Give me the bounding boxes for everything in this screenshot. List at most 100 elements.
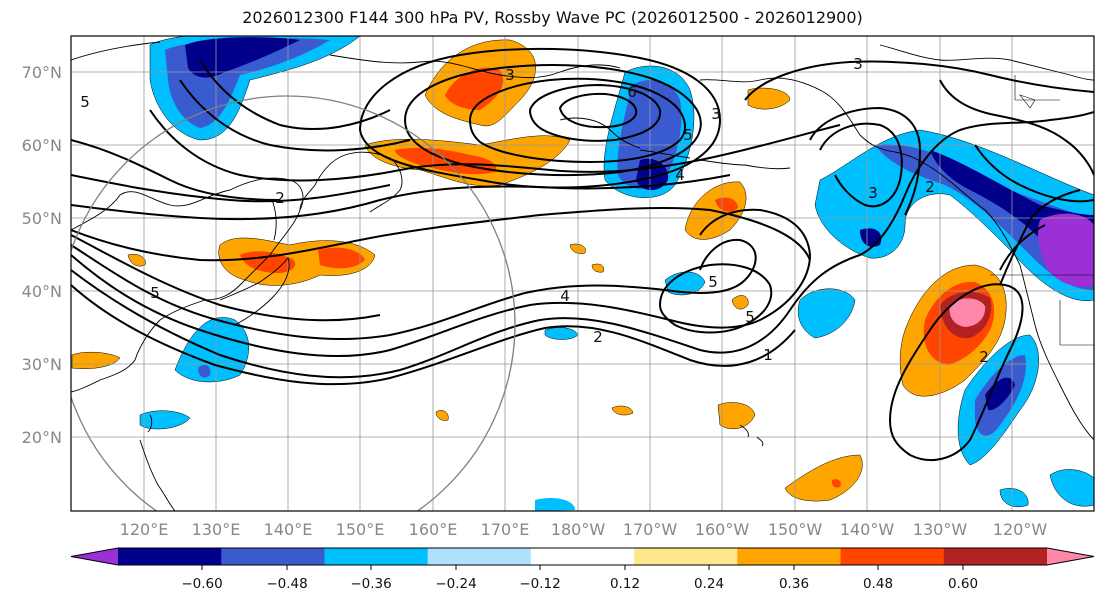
pv-contour-ak-3 bbox=[819, 122, 903, 208]
pv-contour-10 bbox=[149, 109, 841, 182]
lon-label: 120°W bbox=[993, 520, 1048, 539]
pv-contour-ak-5 bbox=[974, 144, 1094, 203]
contour-label: 5 bbox=[708, 273, 718, 291]
colorbar-segment bbox=[427, 548, 532, 565]
contour-label: 6 bbox=[627, 83, 637, 101]
pv-contour-6 bbox=[71, 206, 811, 262]
colorbar-tick-label: 0.24 bbox=[694, 576, 724, 592]
asia-coast bbox=[71, 177, 304, 393]
lon-label: 130°W bbox=[913, 520, 968, 539]
pv-contour-east-3 bbox=[999, 224, 1046, 271]
colorbar-tick-labels: −0.60 −0.48 −0.36 −0.24 −0.12 0.12 0.24 … bbox=[181, 576, 978, 592]
analysis-circle bbox=[71, 95, 516, 511]
colorbar-ticks bbox=[201, 565, 964, 570]
colorbar-segment bbox=[118, 548, 222, 565]
colorbar-tick-label: 0.60 bbox=[948, 576, 978, 592]
lon-label: 150°E bbox=[336, 520, 385, 539]
pv-contour-east-2 bbox=[999, 189, 1081, 286]
contour-labels: 5 2 3 5 6 3 5 4 3 3 4 2 5 5 1 2 2 bbox=[80, 55, 989, 366]
colorbar-tick-label: −0.60 bbox=[181, 576, 222, 592]
colorbar-segment bbox=[530, 548, 635, 565]
colorbar-tick-label: −0.48 bbox=[266, 576, 307, 592]
contour-label: 3 bbox=[853, 55, 863, 73]
colorbar-tick-label: 0.12 bbox=[610, 576, 640, 592]
colorbar-segment bbox=[634, 548, 738, 565]
pv-contour-3 bbox=[71, 238, 757, 340]
map-title: 2026012300 F144 300 hPa PV, Rossby Wave … bbox=[242, 8, 863, 27]
lon-label: 120°E bbox=[120, 520, 169, 539]
colorbar: −0.60 −0.48 −0.36 −0.24 −0.12 0.12 0.24 … bbox=[70, 547, 1095, 592]
pv-contour-ring-5 bbox=[558, 92, 638, 129]
contour-label: 5 bbox=[150, 284, 160, 302]
na-west-coast bbox=[1019, 264, 1094, 441]
contour-label: 4 bbox=[675, 166, 685, 184]
colorbar-tick-label: −0.36 bbox=[350, 576, 391, 592]
pv-contour-ring-2 bbox=[403, 64, 702, 177]
political-borders bbox=[990, 75, 1094, 346]
contour-label: 3 bbox=[711, 105, 721, 123]
hawaii bbox=[739, 424, 764, 447]
contour-label: 5 bbox=[683, 126, 693, 144]
kamchatka bbox=[299, 151, 403, 213]
map-layers: 5 2 3 5 6 3 5 4 3 3 4 2 5 5 1 2 2 bbox=[71, 36, 1094, 511]
pv-contour-ak-4 bbox=[939, 79, 1094, 176]
pv-contour-ring-3 bbox=[468, 77, 686, 164]
colorbar-segment bbox=[840, 548, 945, 565]
pv-contours bbox=[71, 47, 1094, 461]
pv-contour-east-1 bbox=[888, 283, 1024, 461]
colorbar-segment bbox=[943, 548, 1048, 565]
alaska-coast bbox=[699, 77, 1021, 266]
lat-label: 40°N bbox=[22, 282, 62, 301]
contour-label: 2 bbox=[593, 328, 603, 346]
contour-label: 2 bbox=[925, 178, 935, 196]
colorbar-tick-label: −0.24 bbox=[435, 576, 476, 592]
colorbar-segment bbox=[737, 548, 842, 565]
colorbar-tick-label: 0.48 bbox=[863, 576, 893, 592]
contour-label: 5 bbox=[745, 308, 755, 326]
pv-contour-1 bbox=[71, 111, 1094, 379]
lon-label: 170°W bbox=[623, 520, 678, 539]
lon-label: 130°E bbox=[192, 520, 241, 539]
canada-north bbox=[879, 44, 1094, 81]
lon-label: 160°E bbox=[409, 520, 458, 539]
lon-label: 170°E bbox=[481, 520, 530, 539]
colorbar-tick-label: −0.12 bbox=[519, 576, 560, 592]
negative-anomaly-fills bbox=[139, 36, 1094, 511]
lat-label: 60°N bbox=[22, 136, 62, 155]
contour-label: 4 bbox=[560, 287, 570, 305]
pv-contour-9 bbox=[71, 139, 281, 201]
colorbar-segment bbox=[221, 548, 325, 565]
colorbar-segments bbox=[70, 547, 1095, 566]
colorbar-segment bbox=[324, 548, 429, 565]
pv-contour-ak-1 bbox=[744, 60, 1094, 101]
pv-contour-7 bbox=[71, 174, 731, 221]
colorbar-extend-min bbox=[71, 548, 118, 565]
contour-label: 5 bbox=[80, 93, 90, 111]
pv-contour-ak-2 bbox=[809, 106, 922, 216]
taiwan bbox=[147, 414, 153, 433]
lon-label: 140°W bbox=[840, 520, 895, 539]
pv-contour-11 bbox=[179, 79, 411, 152]
contour-label: 2 bbox=[979, 348, 989, 366]
lat-label: 50°N bbox=[22, 209, 62, 228]
lon-label: 160°W bbox=[695, 520, 750, 539]
aleutians bbox=[639, 149, 791, 170]
pv-contour-2 bbox=[71, 208, 812, 358]
lon-label: 140°E bbox=[264, 520, 313, 539]
lat-label: 30°N bbox=[22, 355, 62, 374]
neg-anomaly-east-pacific bbox=[797, 288, 856, 339]
colorbar-outline bbox=[70, 547, 1095, 566]
neg-anomaly-gulf-alaska bbox=[814, 129, 1094, 302]
coastlines bbox=[71, 41, 1094, 511]
contour-label: 1 bbox=[763, 346, 773, 364]
contour-label: 3 bbox=[868, 184, 878, 202]
pv-contour-center-5 bbox=[658, 263, 773, 334]
philippines bbox=[139, 439, 176, 511]
pv-contour-4 bbox=[71, 284, 796, 386]
contour-label: 2 bbox=[275, 189, 285, 207]
siberia-north bbox=[71, 41, 621, 79]
japan-honshu bbox=[219, 257, 290, 326]
lon-label: 150°W bbox=[768, 520, 823, 539]
map-frame bbox=[70, 35, 1095, 512]
